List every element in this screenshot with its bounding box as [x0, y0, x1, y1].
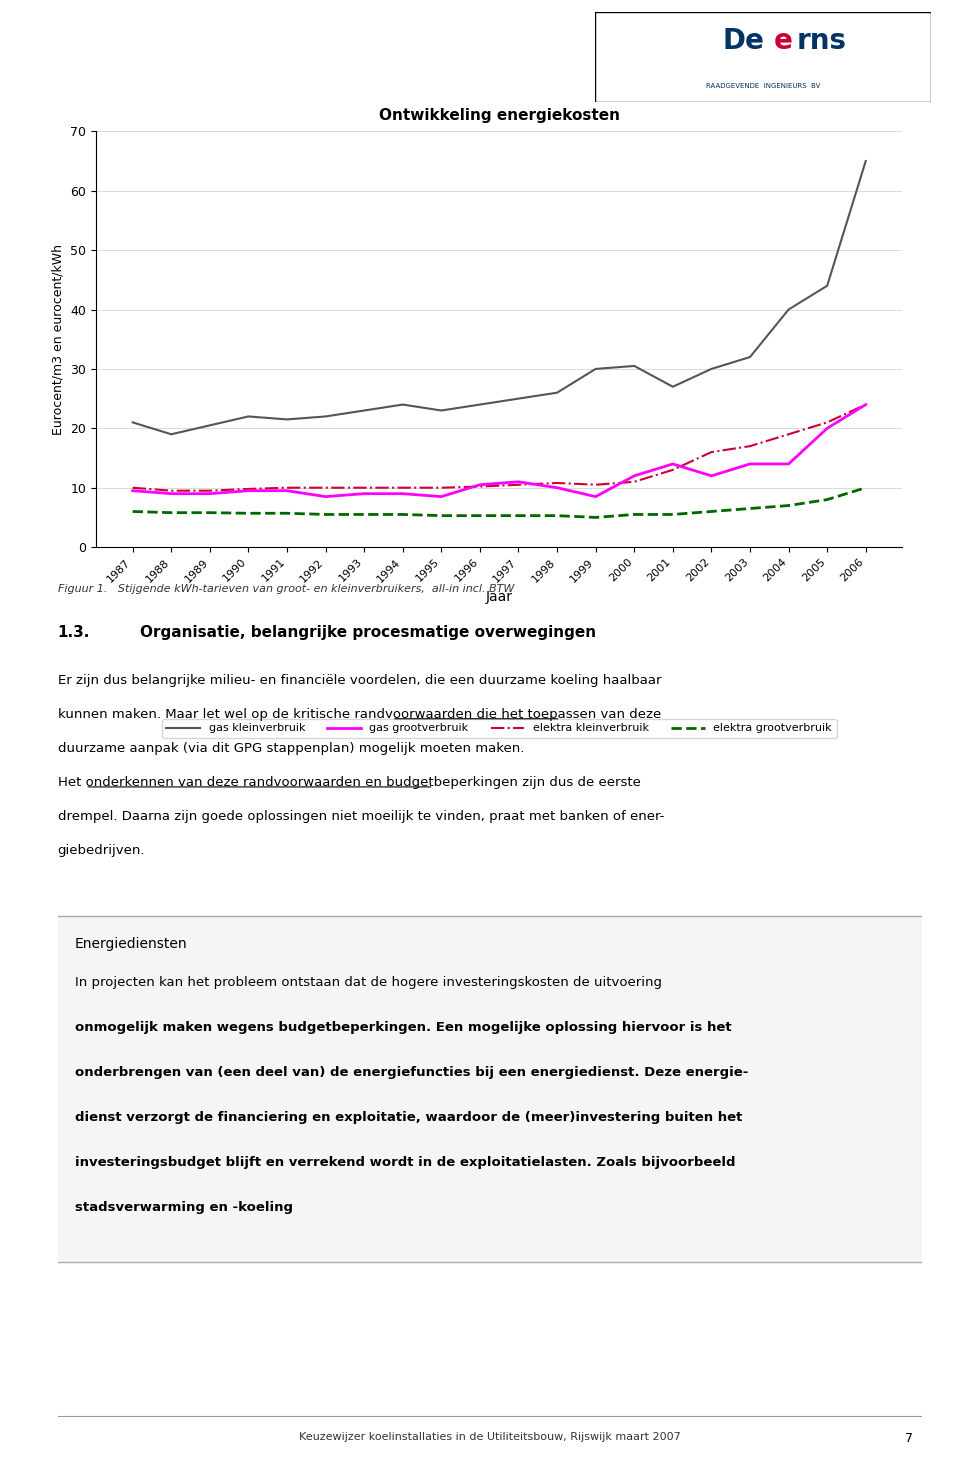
Text: duurzame aanpak (via dit GPG stappenplan) mogelijk moeten maken.: duurzame aanpak (via dit GPG stappenplan…	[58, 743, 524, 756]
Text: Keuzewijzer koelinstallaties in de Utiliteitsbouw, Rijswijk maart 2007: Keuzewijzer koelinstallaties in de Utili…	[299, 1433, 681, 1441]
Text: rns: rns	[797, 26, 847, 54]
Text: In projecten kan het probleem ontstaan dat de hogere investeringskosten de uitvo: In projecten kan het probleem ontstaan d…	[75, 976, 661, 989]
Legend: gas kleinverbruik, gas grootverbruik, elektra kleinverbruik, elektra grootverbru: gas kleinverbruik, gas grootverbruik, el…	[162, 719, 836, 738]
Text: De: De	[723, 26, 765, 54]
Title: Ontwikkeling energiekosten: Ontwikkeling energiekosten	[378, 108, 620, 123]
Text: dienst verzorgt de financiering en exploitatie, waardoor de (meer)investering bu: dienst verzorgt de financiering en explo…	[75, 1110, 742, 1123]
Text: Het onderkennen van deze randvoorwaarden en budgetbeperkingen zijn dus de eerste: Het onderkennen van deze randvoorwaarden…	[58, 776, 640, 789]
Text: Organisatie, belangrijke procesmatige overwegingen: Organisatie, belangrijke procesmatige ov…	[139, 624, 596, 639]
Text: 7: 7	[905, 1433, 913, 1444]
Text: e: e	[774, 26, 792, 54]
Y-axis label: Eurocent/m3 en eurocent/kWh: Eurocent/m3 en eurocent/kWh	[52, 244, 64, 435]
Text: Er zijn dus belangrijke milieu- en financiële voordelen, die een duurzame koelin: Er zijn dus belangrijke milieu- en finan…	[58, 674, 661, 687]
Text: drempel. Daarna zijn goede oplossingen niet moeilijk te vinden, praat met banken: drempel. Daarna zijn goede oplossingen n…	[58, 810, 664, 823]
Text: kunnen maken. Maar let wel op de kritische randvoorwaarden die het toepassen van: kunnen maken. Maar let wel op de kritisc…	[58, 708, 660, 721]
Text: Figuur 1.   Stijgende kWh-tarieven van groot- en kleinverbruikers,  all-in incl.: Figuur 1. Stijgende kWh-tarieven van gro…	[58, 584, 514, 594]
Text: RAADGEVENDE  INGENIEURS  BV: RAADGEVENDE INGENIEURS BV	[706, 83, 821, 89]
FancyBboxPatch shape	[595, 12, 931, 102]
Text: investeringsbudget blijft en verrekend wordt in de exploitatielasten. Zoals bijv: investeringsbudget blijft en verrekend w…	[75, 1156, 735, 1169]
FancyBboxPatch shape	[53, 916, 925, 1262]
Text: onderbrengen van (een deel van) de energiefuncties bij een energiedienst. Deze e: onderbrengen van (een deel van) de energ…	[75, 1067, 748, 1080]
Text: 1.3.: 1.3.	[58, 624, 90, 639]
Text: Energiediensten: Energiediensten	[75, 937, 187, 951]
Text: stadsverwarming en -koeling: stadsverwarming en -koeling	[75, 1201, 293, 1214]
X-axis label: Jaar: Jaar	[486, 589, 513, 604]
Text: giebedrijven.: giebedrijven.	[58, 845, 145, 858]
Text: onmogelijk maken wegens budgetbeperkingen. Een mogelijke oplossing hiervoor is h: onmogelijk maken wegens budgetbeperkinge…	[75, 1021, 732, 1034]
